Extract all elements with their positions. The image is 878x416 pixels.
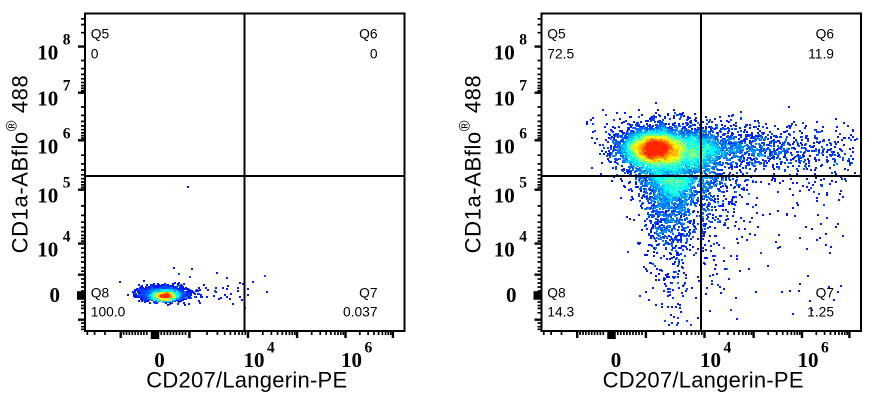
- svg-text:CD207/Langerin-PE: CD207/Langerin-PE: [603, 368, 804, 393]
- svg-text:Q8: Q8: [91, 285, 110, 300]
- svg-text:0: 0: [611, 348, 622, 372]
- svg-text:0: 0: [370, 46, 378, 61]
- svg-text:CD1a-ABflo® 488: CD1a-ABflo® 488: [458, 75, 486, 254]
- svg-text:1.25: 1.25: [807, 304, 834, 319]
- svg-text:Q5: Q5: [547, 27, 566, 42]
- svg-text:14.3: 14.3: [547, 304, 574, 319]
- svg-text:CD1a-ABflo® 488: CD1a-ABflo® 488: [5, 75, 33, 254]
- svg-text:0: 0: [154, 348, 165, 372]
- svg-text:Q7: Q7: [816, 285, 834, 300]
- svg-text:Q6: Q6: [816, 27, 835, 42]
- svg-text:100.0: 100.0: [91, 304, 126, 319]
- svg-text:Q7: Q7: [359, 285, 377, 300]
- svg-text:0: 0: [506, 283, 517, 307]
- svg-text:Q6: Q6: [359, 27, 378, 42]
- svg-text:Q8: Q8: [547, 285, 566, 300]
- svg-text:11.9: 11.9: [808, 46, 834, 61]
- svg-text:CD207/Langerin-PE: CD207/Langerin-PE: [146, 368, 347, 393]
- svg-text:0.037: 0.037: [343, 304, 378, 319]
- svg-text:72.5: 72.5: [547, 46, 574, 61]
- svg-text:0: 0: [91, 46, 99, 61]
- svg-text:Q5: Q5: [91, 27, 110, 42]
- svg-text:0: 0: [50, 283, 61, 307]
